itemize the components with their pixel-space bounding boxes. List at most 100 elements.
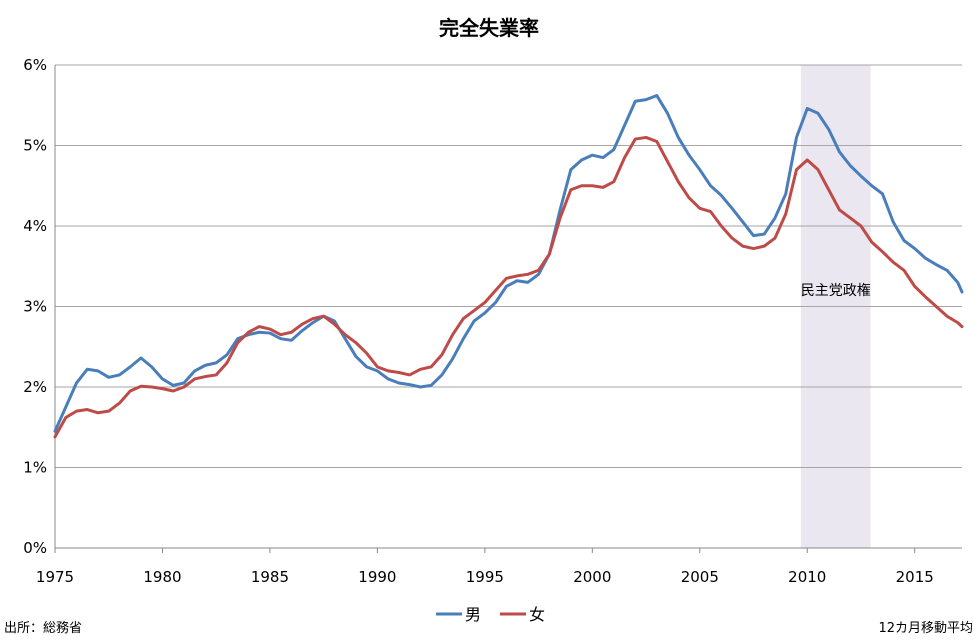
data-point <box>226 362 228 364</box>
data-point <box>107 410 110 412</box>
gridlines <box>55 64 962 468</box>
data-point <box>107 376 110 379</box>
data-point <box>860 225 862 227</box>
legend-female-label: 女 <box>529 605 545 624</box>
data-point <box>763 233 766 235</box>
data-point <box>591 184 594 187</box>
data-point <box>505 285 508 288</box>
data-point <box>913 247 916 250</box>
chart-title: 完全失業率 <box>439 16 539 40</box>
data-point <box>301 329 303 332</box>
data-point <box>924 296 927 298</box>
data-point <box>258 325 260 328</box>
data-point <box>451 358 454 360</box>
series-line <box>53 94 964 433</box>
data-point <box>961 325 963 328</box>
data-point <box>752 247 755 250</box>
data-point <box>290 331 293 334</box>
data-point <box>559 217 561 219</box>
data-point <box>623 124 626 127</box>
data-point <box>64 406 67 408</box>
data-point <box>430 366 432 368</box>
data-point <box>355 355 357 358</box>
x-tick-label: 2010 <box>788 568 826 586</box>
data-point <box>946 269 948 272</box>
data-point <box>322 315 325 317</box>
data-point <box>129 366 132 368</box>
data-point <box>279 333 282 336</box>
data-point <box>64 416 67 419</box>
data-point <box>408 383 411 386</box>
data-point <box>183 386 185 388</box>
data-point <box>817 168 819 171</box>
data-point <box>97 411 99 414</box>
data-point <box>656 94 658 97</box>
data-point <box>903 269 905 272</box>
data-point <box>817 112 819 115</box>
data-point <box>623 156 626 159</box>
data-point <box>961 291 963 293</box>
data-point <box>613 180 615 183</box>
x-tick-label: 1995 <box>466 568 504 586</box>
data-point <box>312 321 314 324</box>
legend: 男 女 <box>436 605 545 624</box>
x-tick-label: 2015 <box>896 568 934 586</box>
data-point <box>537 269 540 272</box>
data-point <box>645 98 647 101</box>
data-point <box>484 301 486 304</box>
data-point <box>591 154 594 156</box>
data-point <box>870 241 873 243</box>
x-tick-label: 1975 <box>36 568 74 586</box>
data-point <box>236 341 239 344</box>
data-point <box>870 184 873 187</box>
data-point <box>387 378 389 380</box>
data-point <box>333 323 336 326</box>
data-point <box>956 281 959 284</box>
data-point <box>645 136 647 139</box>
data-point <box>956 321 959 324</box>
data-point <box>54 436 56 438</box>
data-point <box>881 250 884 253</box>
data-point <box>441 374 443 376</box>
data-point <box>484 312 486 314</box>
data-point <box>774 217 776 219</box>
data-point <box>774 237 776 239</box>
x-tick-label: 2000 <box>573 568 611 586</box>
data-point <box>494 289 497 292</box>
source-note: 出所：総務省 <box>4 621 82 636</box>
y-tick-label: 3% <box>23 298 47 316</box>
data-point <box>408 374 411 376</box>
data-point <box>376 366 379 368</box>
data-point <box>698 207 701 210</box>
data-point <box>269 328 271 330</box>
data-point <box>827 188 830 191</box>
data-point <box>193 378 196 380</box>
data-point <box>709 184 712 187</box>
data-point <box>527 281 529 284</box>
data-point <box>204 375 207 378</box>
x-axis-ticks: 1975 1980 1985 1990 1995 2000 2005 2010 2015 <box>36 548 934 586</box>
data-point <box>795 168 798 171</box>
data-point <box>172 384 175 387</box>
y-axis-ticks: 0% 1% 2% 3% 4% 5% 6% <box>23 56 47 557</box>
data-point <box>516 275 518 277</box>
data-point <box>946 315 948 317</box>
data-point <box>677 180 680 183</box>
data-point <box>516 279 518 282</box>
data-point <box>838 209 841 211</box>
data-point <box>666 112 669 115</box>
data-point <box>559 209 561 211</box>
data-point <box>129 390 132 392</box>
data-point <box>924 257 927 260</box>
data-point <box>537 273 540 276</box>
data-point <box>161 387 164 390</box>
data-point <box>784 193 787 195</box>
data-point <box>75 382 78 384</box>
data-point <box>290 339 293 342</box>
data-point <box>118 374 121 376</box>
average-note: 12カ月移動平均 <box>878 621 973 636</box>
data-point <box>183 382 185 384</box>
region-label: 民主党政権 <box>801 282 871 299</box>
x-tick-label: 1980 <box>143 568 181 586</box>
